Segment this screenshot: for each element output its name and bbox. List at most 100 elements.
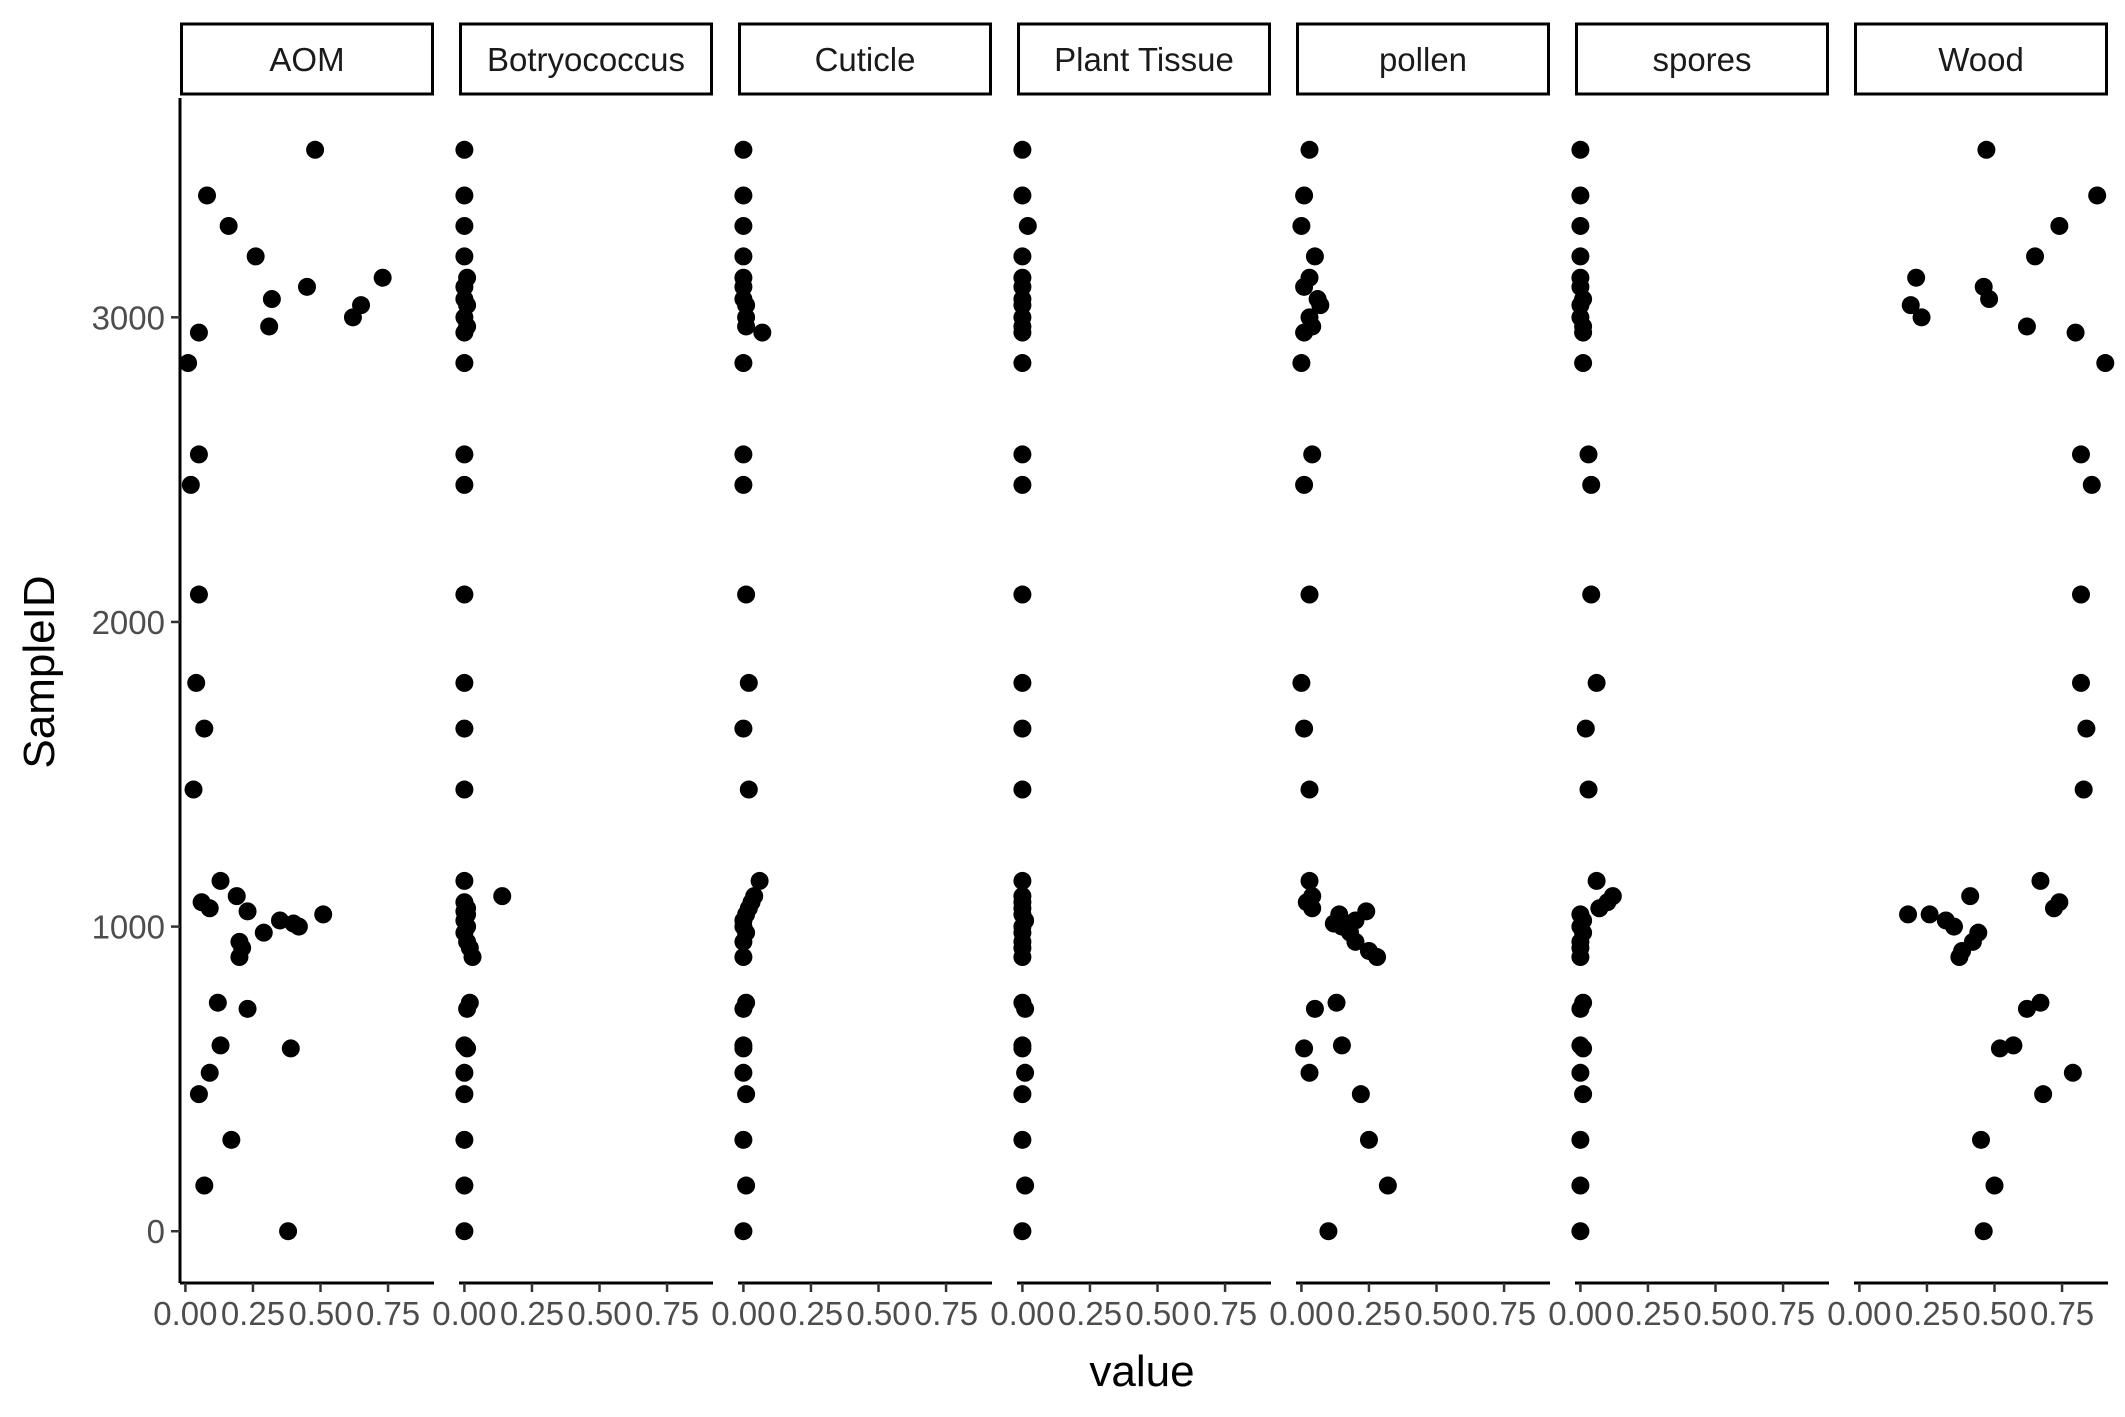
data-point (1013, 948, 1032, 967)
data-point (1901, 296, 1920, 315)
x-tick-label: 0.50 (1962, 1295, 2026, 1332)
data-point (2031, 993, 2050, 1012)
data-point (1351, 1085, 1370, 1104)
data-point (187, 673, 206, 692)
data-point (1295, 277, 1314, 296)
data-point (254, 923, 273, 942)
data-point (1985, 1176, 2004, 1195)
data-point (219, 216, 238, 235)
data-point (2050, 216, 2069, 235)
data-point (1912, 308, 1931, 327)
data-point (455, 354, 474, 373)
data-point (739, 673, 758, 692)
data-point (184, 780, 203, 799)
x-tick-label: 0.50 (288, 1295, 352, 1332)
data-point (306, 140, 325, 159)
data-point (1300, 780, 1319, 799)
data-point (734, 948, 753, 967)
data-point (1016, 1063, 1035, 1082)
data-point (737, 1085, 756, 1104)
data-point (1961, 887, 1980, 906)
data-point (455, 871, 474, 890)
data-point (1018, 216, 1037, 235)
data-point (246, 247, 265, 266)
data-point (1292, 354, 1311, 373)
data-point (2074, 780, 2093, 799)
data-point (230, 948, 249, 967)
data-point (238, 999, 257, 1018)
data-point (1303, 899, 1322, 918)
data-point (455, 445, 474, 464)
x-tick-label: 0.25 (1337, 1295, 1401, 1332)
data-point (198, 186, 217, 205)
data-point (2066, 323, 2085, 342)
data-point (1571, 247, 1590, 266)
data-point (1013, 585, 1032, 604)
data-point (2034, 1085, 2053, 1104)
data-point (1013, 1222, 1032, 1241)
facet-strip (1854, 22, 2108, 96)
data-point (1571, 1063, 1590, 1082)
data-point (2063, 1063, 2082, 1082)
data-point (270, 911, 289, 930)
data-point (734, 216, 753, 235)
x-tick-label: 0.00 (1827, 1295, 1891, 1332)
x-tick-label: 0.25 (500, 1295, 564, 1332)
data-point (1579, 445, 1598, 464)
data-point (2077, 719, 2096, 738)
facet-strip-label: AOM (269, 41, 344, 78)
x-tick-label: 0.00 (1548, 1295, 1612, 1332)
x-tick-label: 0.25 (1058, 1295, 1122, 1332)
data-point (1576, 719, 1595, 738)
data-point (189, 323, 208, 342)
data-point (1571, 186, 1590, 205)
data-point (1013, 354, 1032, 373)
data-point (1016, 999, 1035, 1018)
data-point (739, 780, 758, 799)
x-tick-label: 0.00 (432, 1295, 496, 1332)
data-point (1013, 445, 1032, 464)
x-tick-label: 0.00 (1269, 1295, 1333, 1332)
x-tick-label: 0.75 (635, 1295, 699, 1332)
data-point (455, 216, 474, 235)
facet-panel: Botryococcus 0.00 0.25 0.50 0.75 (432, 22, 713, 1332)
data-point (1300, 871, 1319, 890)
data-point (200, 1063, 219, 1082)
facet-strip-label: Plant Tissue (1054, 41, 1234, 78)
facet-strip (459, 22, 713, 96)
data-point (1574, 1039, 1593, 1058)
data-point (1292, 216, 1311, 235)
data-point (2071, 445, 2090, 464)
x-tick-label: 0.75 (2030, 1295, 2094, 1332)
data-point (1013, 673, 1032, 692)
facet-strip-label: spores (1652, 41, 1751, 78)
data-point (298, 277, 316, 296)
data-point (455, 780, 474, 799)
data-point (455, 1130, 474, 1149)
data-point (1590, 899, 1609, 918)
data-point (455, 673, 474, 692)
data-point (1013, 780, 1032, 799)
data-point (1013, 719, 1032, 738)
data-point (737, 585, 756, 604)
x-tick-label: 0.50 (846, 1295, 910, 1332)
x-tick-label: 0.00 (153, 1295, 217, 1332)
data-point (2071, 673, 2090, 692)
x-tick-label: 0.25 (779, 1295, 843, 1332)
data-point (1571, 216, 1590, 235)
data-point (734, 999, 753, 1018)
facet-panel: AOM 0.00 0.25 0.50 0.75 (153, 22, 434, 1332)
data-point (208, 993, 227, 1012)
y-axis: 0 1000 2000 3000 (92, 98, 182, 1283)
x-tick-label: 0.50 (1404, 1295, 1468, 1332)
data-point (734, 1222, 753, 1241)
data-point (1295, 719, 1314, 738)
data-point (2004, 1036, 2023, 1055)
facet-strip (1575, 22, 1829, 96)
data-point (1013, 475, 1032, 494)
data-point (734, 1039, 753, 1058)
data-point (1582, 475, 1601, 494)
